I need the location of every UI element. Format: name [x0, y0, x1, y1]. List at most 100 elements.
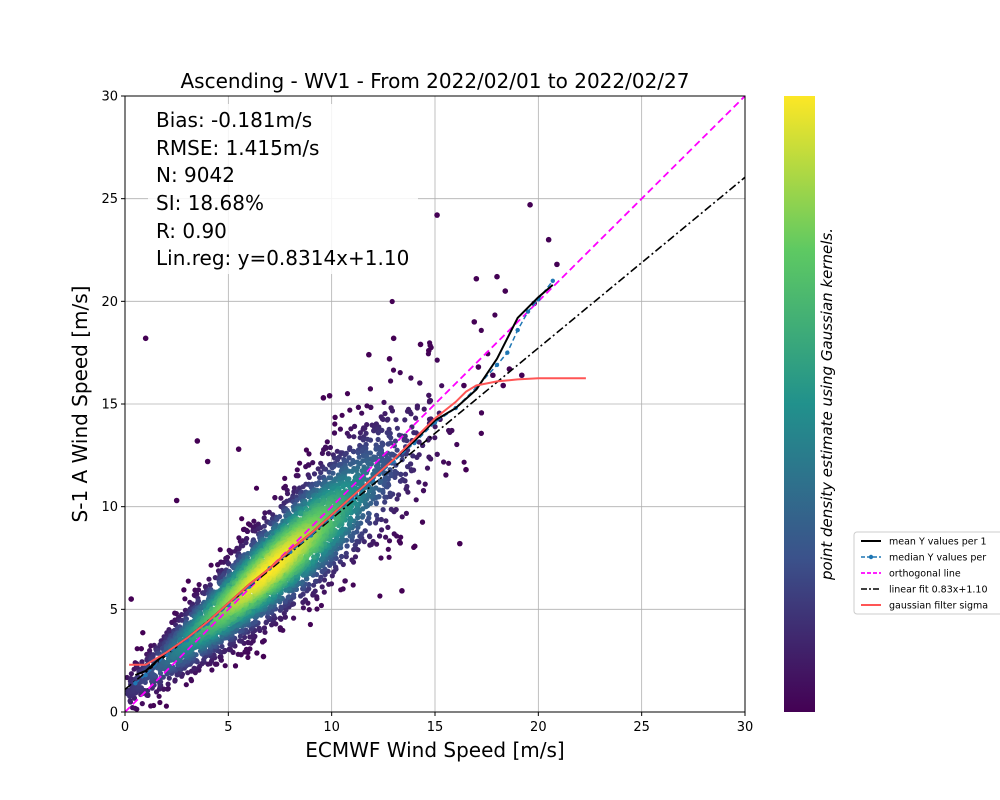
density-point: [318, 470, 324, 476]
density-point: [416, 479, 422, 485]
density-point: [303, 447, 309, 453]
density-point: [388, 470, 394, 477]
density-point: [332, 414, 338, 420]
density-point: [388, 435, 394, 441]
density-point: [188, 676, 194, 682]
density-point: [282, 483, 288, 489]
density-point: [377, 593, 383, 599]
density-point: [311, 582, 317, 588]
density-point: [426, 416, 433, 422]
density-point: [370, 457, 376, 463]
density-point: [357, 430, 363, 436]
density-point: [239, 516, 245, 522]
density-point: [419, 519, 426, 525]
density-point: [492, 312, 498, 318]
density-point: [416, 439, 422, 445]
density-point: [366, 515, 372, 521]
density-point: [402, 471, 409, 477]
density-point: [342, 452, 348, 458]
density-point: [441, 459, 447, 465]
density-point: [243, 540, 249, 546]
density-point: [392, 438, 398, 444]
density-point: [261, 515, 267, 521]
density-point: [371, 428, 377, 434]
density-point: [252, 619, 258, 625]
density-point: [134, 646, 140, 652]
density-point: [374, 512, 380, 519]
density-point: [375, 516, 381, 522]
density-point: [356, 454, 362, 460]
density-point: [357, 460, 363, 467]
density-point: [367, 450, 373, 456]
density-point: [396, 492, 402, 498]
density-point: [314, 594, 320, 600]
density-point: [425, 437, 431, 443]
density-point: [343, 550, 349, 556]
density-point: [245, 639, 251, 646]
density-point: [381, 399, 387, 405]
density-point: [262, 510, 268, 516]
density-point: [301, 493, 307, 500]
density-point: [330, 470, 336, 476]
density-point: [149, 670, 155, 676]
density-point: [414, 405, 420, 411]
density-point: [401, 437, 407, 443]
density-point: [337, 559, 343, 565]
density-point: [165, 681, 171, 687]
density-point: [270, 512, 276, 518]
density-point: [319, 568, 325, 575]
density-point: [391, 531, 397, 537]
density-point: [312, 578, 319, 584]
density-point: [347, 533, 353, 539]
density-point: [196, 582, 202, 588]
density-point: [192, 670, 198, 676]
density-point: [318, 602, 324, 609]
density-point: [185, 670, 191, 676]
density-point: [306, 462, 312, 468]
density-point: [305, 493, 311, 500]
density-point: [306, 586, 312, 592]
density-point: [375, 430, 381, 436]
density-point: [195, 587, 202, 593]
density-point: [337, 426, 343, 432]
density-point: [399, 514, 405, 520]
density-point: [291, 592, 297, 598]
density-point: [207, 582, 213, 588]
density-point: [244, 536, 250, 542]
density-point: [217, 547, 223, 553]
density-point: [306, 474, 312, 480]
density-point: [351, 434, 357, 440]
density-point: [297, 460, 303, 466]
density-point: [265, 614, 271, 620]
density-point: [323, 466, 329, 472]
density-point: [384, 417, 390, 423]
density-point: [426, 399, 432, 405]
density-point: [355, 515, 361, 521]
density-point: [262, 629, 268, 635]
density-point: [379, 527, 385, 533]
density-point: [367, 437, 374, 443]
density-point: [315, 466, 321, 472]
density-point: [454, 441, 460, 448]
density-point: [339, 412, 345, 418]
density-point: [360, 437, 366, 443]
density-point: [403, 510, 409, 516]
density-point: [156, 693, 162, 699]
density-point: [389, 408, 395, 414]
density-point: [327, 444, 333, 451]
density-point: [332, 421, 338, 427]
density-point: [382, 411, 388, 417]
density-point: [408, 411, 414, 417]
density-point: [247, 634, 253, 640]
density-point: [284, 491, 291, 497]
density-point: [227, 641, 233, 647]
density-point: [231, 623, 237, 629]
density-point: [389, 298, 395, 305]
density-point: [359, 448, 365, 455]
density-point: [387, 490, 393, 496]
density-point: [347, 516, 353, 522]
density-point: [405, 464, 411, 470]
density-point: [310, 558, 316, 565]
density-point: [222, 648, 228, 654]
density-point: [344, 458, 350, 464]
